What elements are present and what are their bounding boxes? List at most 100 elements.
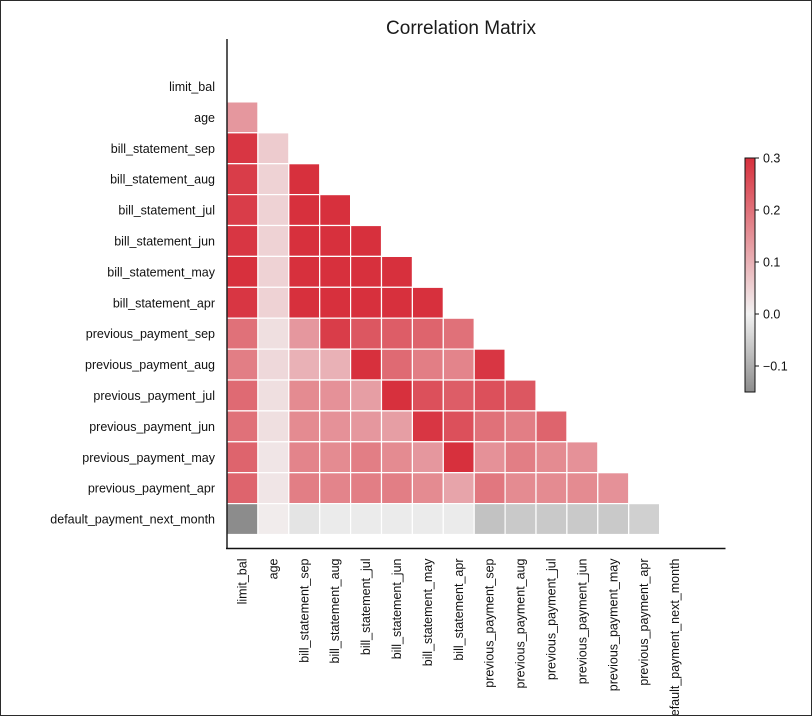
heatmap-cell-previous_payment_apr-bill_statement_may xyxy=(411,472,444,505)
y-tick-label-bill_statement_jul: bill_statement_jul xyxy=(118,204,215,218)
heatmap-cell-previous_payment_jul-age xyxy=(257,379,290,412)
heatmap-cell-bill_statement_jul-bill_statement_aug xyxy=(319,194,352,227)
heatmap-cell-previous_payment_may-previous_payment_jul xyxy=(535,441,568,474)
heatmap-cell-previous_payment_may-limit_bal xyxy=(226,441,259,474)
heatmap-cell-previous_payment_sep-bill_statement_sep xyxy=(288,317,321,350)
heatmap-cell-bill_statement_apr-age xyxy=(257,286,290,319)
heatmap-cell-previous_payment_may-bill_statement_sep xyxy=(288,441,321,474)
y-tick-label-bill_statement_apr: bill_statement_apr xyxy=(113,296,215,310)
heatmap-cell-bill_statement_apr-limit_bal xyxy=(226,286,259,319)
heatmap-cell-previous_payment_jul-bill_statement_may xyxy=(411,379,444,412)
heatmap-cell-previous_payment_apr-age xyxy=(257,472,290,505)
colorbar-tick-label: 0.1 xyxy=(763,256,780,270)
heatmap-cell-bill_statement_jun-bill_statement_sep xyxy=(288,224,321,257)
heatmap-cell-bill_statement_apr-bill_statement_aug xyxy=(319,286,352,319)
x-tick-label-previous_payment_sep: previous_payment_sep xyxy=(483,558,497,687)
x-tick-label-previous_payment_may: previous_payment_may xyxy=(606,558,620,691)
x-tick-label-previous_payment_apr: previous_payment_apr xyxy=(637,559,651,686)
heatmap-cell-bill_statement_jul-age xyxy=(257,194,290,227)
heatmap-cell-bill_statement_jul-limit_bal xyxy=(226,194,259,227)
heatmap-cell-previous_payment_apr-bill_statement_sep xyxy=(288,472,321,505)
heatmap-cell-default_payment_next_month-limit_bal xyxy=(226,503,259,536)
heatmap-cell-previous_payment_sep-bill_statement_apr xyxy=(442,317,475,350)
y-tick-label-bill_statement_jun: bill_statement_jun xyxy=(114,234,215,248)
heatmap-cell-default_payment_next_month-bill_statement_jun xyxy=(380,503,413,536)
heatmap-cell-default_payment_next_month-bill_statement_may xyxy=(411,503,444,536)
heatmap-cell-bill_statement_may-bill_statement_aug xyxy=(319,255,352,288)
heatmap-cell-previous_payment_jul-bill_statement_jun xyxy=(380,379,413,412)
heatmap-cell-previous_payment_apr-previous_payment_jun xyxy=(566,472,599,505)
y-tick-label-previous_payment_aug: previous_payment_aug xyxy=(85,358,215,372)
y-tick-label-previous_payment_jun: previous_payment_jun xyxy=(89,420,215,434)
heatmap-cell-previous_payment_jul-bill_statement_sep xyxy=(288,379,321,412)
x-tick-label-bill_statement_apr: bill_statement_apr xyxy=(452,559,466,661)
heatmap-cell-default_payment_next_month-age xyxy=(257,503,290,536)
x-tick-label-default_payment_next_month: default_payment_next_month xyxy=(668,558,682,715)
colorbar-tick-label: 0.0 xyxy=(763,308,780,322)
heatmap-cell-previous_payment_may-bill_statement_apr xyxy=(442,441,475,474)
heatmap-cell-previous_payment_jun-bill_statement_jul xyxy=(350,410,383,443)
heatmap-cell-bill_statement_sep-limit_bal xyxy=(226,132,259,165)
y-tick-label-previous_payment_sep: previous_payment_sep xyxy=(86,327,215,341)
heatmap-cell-previous_payment_may-bill_statement_jul xyxy=(350,441,383,474)
heatmap-cell-default_payment_next_month-previous_payment_apr xyxy=(628,503,661,536)
x-tick-label-previous_payment_jun: previous_payment_jun xyxy=(575,558,589,684)
heatmap-cell-bill_statement_may-bill_statement_sep xyxy=(288,255,321,288)
heatmap-cell-previous_payment_may-bill_statement_jun xyxy=(380,441,413,474)
heatmap-cell-previous_payment_sep-bill_statement_jun xyxy=(380,317,413,350)
y-tick-label-previous_payment_jul: previous_payment_jul xyxy=(93,389,215,403)
heatmap-cells xyxy=(226,101,661,536)
heatmap-cell-previous_payment_jun-bill_statement_aug xyxy=(319,410,352,443)
heatmap-cell-default_payment_next_month-previous_payment_sep xyxy=(473,503,506,536)
heatmap-cell-bill_statement_may-limit_bal xyxy=(226,255,259,288)
y-tick-label-previous_payment_apr: previous_payment_apr xyxy=(88,482,215,496)
heatmap-cell-previous_payment_aug-bill_statement_jun xyxy=(380,348,413,381)
heatmap-cell-previous_payment_apr-limit_bal xyxy=(226,472,259,505)
heatmap-cell-previous_payment_aug-bill_statement_may xyxy=(411,348,444,381)
heatmap-cell-bill_statement_aug-age xyxy=(257,163,290,196)
heatmap-cell-bill_statement_jun-bill_statement_jul xyxy=(350,224,383,257)
x-tick-labels: limit_bal age bill_statement_sep bill_state… xyxy=(235,558,682,715)
heatmap-cell-bill_statement_jun-bill_statement_aug xyxy=(319,224,352,257)
heatmap-cell-previous_payment_jul-bill_statement_jul xyxy=(350,379,383,412)
heatmap-axes xyxy=(226,39,726,550)
colorbar: 0.3 0.2 0.1 0.0 −0.1 xyxy=(744,152,788,393)
heatmap-cell-previous_payment_sep-age xyxy=(257,317,290,350)
y-tick-label-bill_statement_sep: bill_statement_sep xyxy=(111,142,215,156)
heatmap-cell-previous_payment_may-previous_payment_jun xyxy=(566,441,599,474)
heatmap-cell-previous_payment_aug-bill_statement_jul xyxy=(350,348,383,381)
heatmap-cell-default_payment_next_month-previous_payment_jul xyxy=(535,503,568,536)
heatmap-cell-previous_payment_jun-previous_payment_jul xyxy=(535,410,568,443)
heatmap-cell-previous_payment_jun-bill_statement_sep xyxy=(288,410,321,443)
heatmap-cell-previous_payment_jun-previous_payment_sep xyxy=(473,410,506,443)
heatmap-cell-bill_statement_sep-age xyxy=(257,132,290,165)
colorbar-tick-label: −0.1 xyxy=(763,360,788,374)
heatmap-cell-previous_payment_apr-previous_payment_sep xyxy=(473,472,506,505)
heatmap-cell-previous_payment_apr-previous_payment_jul xyxy=(535,472,568,505)
heatmap-cell-previous_payment_apr-bill_statement_jun xyxy=(380,472,413,505)
heatmap-cell-age-limit_bal xyxy=(226,101,259,134)
heatmap-cell-previous_payment_sep-bill_statement_jul xyxy=(350,317,383,350)
heatmap-cell-default_payment_next_month-bill_statement_aug xyxy=(319,503,352,536)
y-tick-label-bill_statement_aug: bill_statement_aug xyxy=(110,173,215,187)
heatmap-cell-previous_payment_jun-bill_statement_apr xyxy=(442,410,475,443)
heatmap-cell-bill_statement_aug-limit_bal xyxy=(226,163,259,196)
heatmap-cell-bill_statement_jun-limit_bal xyxy=(226,224,259,257)
x-tick-label-bill_statement_may: bill_statement_may xyxy=(421,558,435,666)
heatmap-cell-default_payment_next_month-previous_payment_may xyxy=(597,503,630,536)
x-tick-label-bill_statement_jul: bill_statement_jul xyxy=(359,559,373,656)
x-tick-label-previous_payment_jul: previous_payment_jul xyxy=(544,559,558,681)
heatmap-cell-previous_payment_aug-bill_statement_aug xyxy=(319,348,352,381)
y-tick-label-previous_payment_may: previous_payment_may xyxy=(82,451,215,465)
heatmap-cell-previous_payment_apr-previous_payment_aug xyxy=(504,472,537,505)
heatmap-cell-default_payment_next_month-bill_statement_sep xyxy=(288,503,321,536)
heatmap-cell-bill_statement_apr-bill_statement_sep xyxy=(288,286,321,319)
y-tick-label-default_payment_next_month: default_payment_next_month xyxy=(50,513,215,527)
heatmap-cell-previous_payment_aug-age xyxy=(257,348,290,381)
heatmap-cell-bill_statement_may-age xyxy=(257,255,290,288)
x-tick-label-previous_payment_aug: previous_payment_aug xyxy=(514,558,528,688)
heatmap-cell-previous_payment_jul-previous_payment_aug xyxy=(504,379,537,412)
heatmap-cell-previous_payment_sep-bill_statement_may xyxy=(411,317,444,350)
heatmap-cell-previous_payment_may-bill_statement_may xyxy=(411,441,444,474)
